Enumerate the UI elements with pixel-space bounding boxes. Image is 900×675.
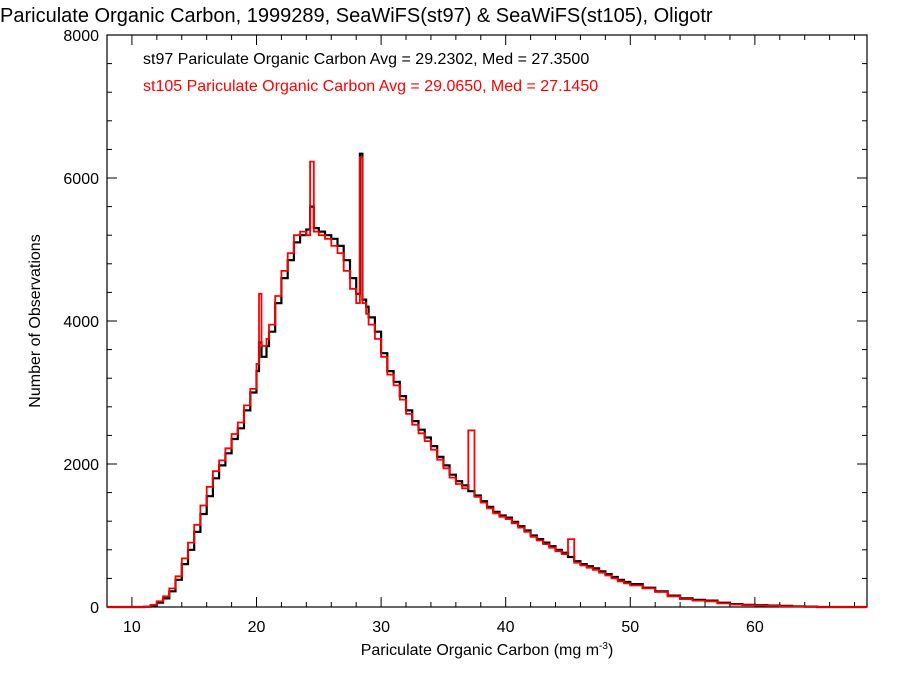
x-tick-label: 30 <box>372 619 390 636</box>
annotation-st105: st105 Pariculate Organic Carbon Avg = 29… <box>143 78 598 95</box>
x-tick-label: 10 <box>123 619 141 636</box>
series-st97-line <box>107 152 867 609</box>
y-axis-label: Number of Observations <box>27 234 44 407</box>
y-tick-label: 0 <box>90 600 99 617</box>
x-tick-label: 40 <box>497 619 515 636</box>
x-axis-label: Pariculate Organic Carbon (mg m-3) <box>361 641 614 659</box>
x-tick-label: 20 <box>248 619 266 636</box>
chart-title: Pariculate Organic Carbon, 1999289, SeaW… <box>0 5 713 27</box>
x-tick-label: 60 <box>746 619 764 636</box>
y-tick-label: 2000 <box>63 457 99 474</box>
axis-ticks <box>106 34 867 608</box>
y-tick-label: 4000 <box>63 314 99 331</box>
series-layer <box>107 152 867 609</box>
tick-labels: 10 20 30 40 50 60 0 2000 4000 6000 8000 <box>63 28 763 636</box>
y-tick-label: 6000 <box>63 171 99 188</box>
annotation-st97: st97 Pariculate Organic Carbon Avg = 29.… <box>143 51 589 68</box>
y-tick-label: 8000 <box>63 28 99 45</box>
plot-frame <box>106 34 868 608</box>
series-st105-line <box>107 156 867 608</box>
x-tick-label: 50 <box>621 619 639 636</box>
